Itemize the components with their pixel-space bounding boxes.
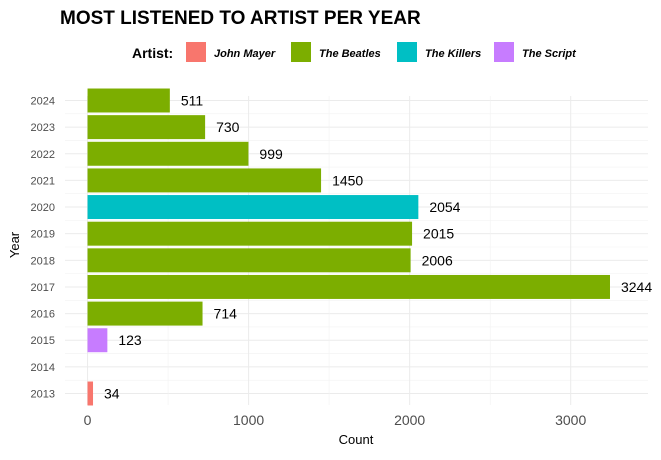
y-tick-label: 2018 [31, 255, 55, 267]
bar-2022 [87, 141, 249, 166]
x-tick-label: 1000 [233, 412, 264, 428]
data-label-2021: 1450 [332, 172, 363, 188]
legend-swatch [397, 42, 417, 62]
data-label-2019: 2015 [423, 226, 454, 242]
data-label-2024: 511 [181, 93, 204, 109]
y-axis-label: Year [7, 231, 22, 258]
data-label-2016: 714 [214, 306, 238, 322]
bar-2024 [87, 88, 170, 113]
x-tick-label: 0 [84, 412, 92, 428]
legend-title: Artist: [132, 45, 173, 61]
legend-item: John Mayer [186, 42, 276, 62]
legend-item: The Script [494, 42, 577, 62]
data-label-2020: 2054 [429, 199, 460, 215]
bar-2016 [87, 301, 203, 326]
y-tick-label: 2017 [31, 282, 55, 294]
chart-title: MOST LISTENED TO ARTIST PER YEAR [60, 8, 421, 29]
legend-label: The Killers [425, 48, 481, 60]
legend-item: The Beatles [291, 42, 381, 62]
y-tick-label: 2013 [31, 389, 55, 401]
legend-swatch [291, 42, 311, 62]
legend-label: The Beatles [319, 48, 381, 60]
y-axis-ticks: 2013 2014 2015 2016 2017 2018 2019 2020 2021 2022… [31, 96, 55, 401]
data-label-2018: 2006 [422, 252, 453, 268]
bar-2023 [87, 115, 206, 140]
y-tick-label: 2022 [31, 149, 55, 161]
y-tick-label: 2015 [31, 335, 55, 347]
bar-2021 [87, 168, 322, 193]
x-tick-label: 2000 [394, 412, 425, 428]
legend-item: The Killers [397, 42, 481, 62]
legend-swatch [186, 42, 206, 62]
data-label-2017: 3244 [621, 279, 652, 295]
data-label-2022: 999 [259, 146, 283, 162]
bar-2018 [87, 248, 411, 273]
bars-group [87, 88, 610, 406]
bar-2020 [87, 195, 419, 220]
y-tick-label: 2019 [31, 229, 55, 241]
legend: Artist: John Mayer The Beatles The Killers… [132, 42, 577, 62]
y-tick-label: 2023 [31, 122, 55, 134]
legend-label: John Mayer [214, 48, 276, 60]
y-tick-label: 2020 [31, 202, 55, 214]
data-labels-group: 34 123 714 3244 2006 2015 2054 1450 999 730 511 [104, 93, 652, 402]
y-tick-label: 2014 [31, 362, 55, 374]
data-label-2023: 730 [216, 119, 240, 135]
data-label-2013: 34 [104, 386, 120, 402]
bar-2019 [87, 221, 413, 246]
legend-label: The Script [522, 48, 577, 60]
y-tick-label: 2021 [31, 175, 55, 187]
bar-2015 [87, 328, 108, 353]
y-tick-label: 2016 [31, 309, 55, 321]
legend-swatch [494, 42, 514, 62]
x-axis-ticks: 0 1000 2000 3000 [84, 412, 587, 428]
x-axis-label: Count [339, 432, 374, 447]
y-tick-label: 2024 [31, 96, 55, 108]
bar-2017 [87, 274, 610, 299]
bar-2013 [87, 381, 94, 406]
x-tick-label: 3000 [555, 412, 586, 428]
data-label-2015: 123 [118, 332, 142, 348]
